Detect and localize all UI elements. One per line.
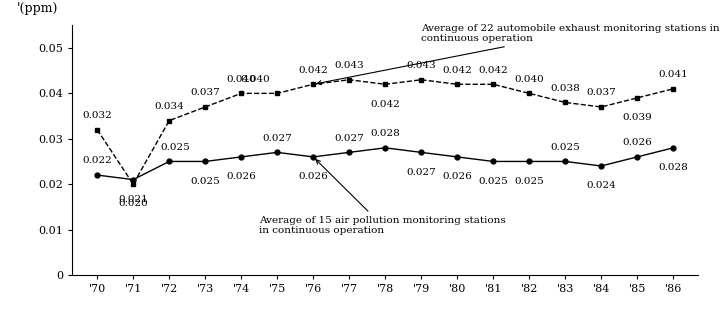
Text: 0.025: 0.025 bbox=[514, 177, 544, 186]
Text: 0.042: 0.042 bbox=[478, 65, 508, 75]
Text: 0.028: 0.028 bbox=[370, 129, 400, 138]
Text: 0.042: 0.042 bbox=[298, 65, 328, 75]
Text: 0.025: 0.025 bbox=[550, 143, 580, 152]
Text: 0.040: 0.040 bbox=[240, 75, 270, 84]
Text: 0.037: 0.037 bbox=[190, 88, 220, 97]
Text: 0.028: 0.028 bbox=[658, 163, 688, 172]
Text: 0.043: 0.043 bbox=[406, 61, 436, 70]
Text: 0.038: 0.038 bbox=[550, 84, 580, 93]
Text: 0.026: 0.026 bbox=[442, 172, 472, 181]
Text: 0.025: 0.025 bbox=[160, 143, 189, 152]
Text: 0.025: 0.025 bbox=[190, 177, 220, 186]
Text: 0.026: 0.026 bbox=[622, 138, 652, 147]
Text: 0.034: 0.034 bbox=[154, 102, 184, 111]
Text: 0.041: 0.041 bbox=[658, 70, 688, 79]
Text: 0.025: 0.025 bbox=[478, 177, 508, 186]
Y-axis label: '(ppm): '(ppm) bbox=[17, 2, 58, 15]
Text: 0.022: 0.022 bbox=[82, 156, 112, 165]
Text: 0.021: 0.021 bbox=[118, 195, 148, 204]
Text: 0.040: 0.040 bbox=[514, 75, 544, 84]
Text: 0.027: 0.027 bbox=[334, 134, 364, 143]
Text: Average of 15 air pollution monitoring stations
in continuous operation: Average of 15 air pollution monitoring s… bbox=[259, 160, 506, 235]
Text: 0.040: 0.040 bbox=[226, 75, 256, 84]
Text: 0.027: 0.027 bbox=[262, 134, 292, 143]
Text: Average of 22 automobile exhaust monitoring stations in
continuous operation: Average of 22 automobile exhaust monitor… bbox=[317, 24, 720, 85]
Text: 0.026: 0.026 bbox=[298, 172, 328, 181]
Text: 0.037: 0.037 bbox=[586, 88, 616, 97]
Text: 0.042: 0.042 bbox=[370, 100, 400, 109]
Text: 0.026: 0.026 bbox=[226, 172, 256, 181]
Text: 0.020: 0.020 bbox=[118, 199, 148, 209]
Text: 0.042: 0.042 bbox=[442, 65, 472, 75]
Text: 0.032: 0.032 bbox=[82, 111, 112, 120]
Text: 0.027: 0.027 bbox=[406, 168, 436, 177]
Text: 0.039: 0.039 bbox=[622, 113, 652, 122]
Text: 0.024: 0.024 bbox=[586, 181, 616, 190]
Text: 0.043: 0.043 bbox=[334, 61, 364, 70]
